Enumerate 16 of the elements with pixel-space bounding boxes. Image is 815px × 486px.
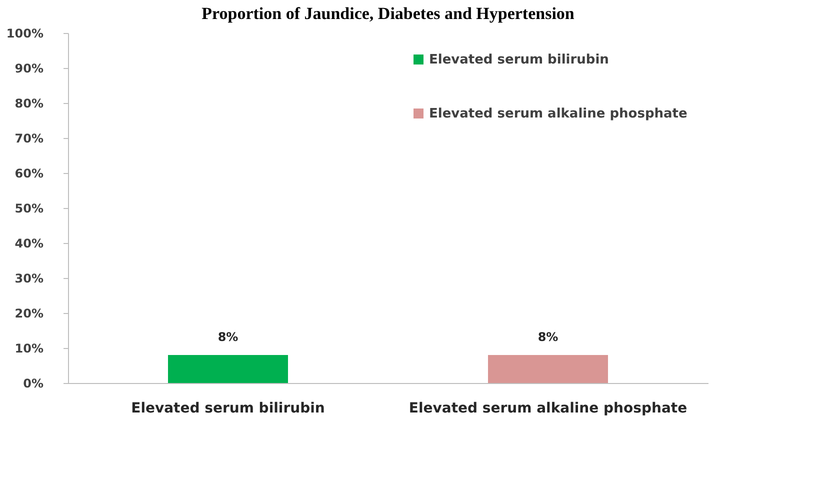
data-label: 8% xyxy=(218,330,238,344)
y-tick-label: 70% xyxy=(14,132,44,146)
y-tick-label: 50% xyxy=(14,202,44,216)
legend-label: Elevated serum bilirubin xyxy=(429,52,609,68)
y-tick-label: 100% xyxy=(6,26,44,40)
y-tick-label: 0% xyxy=(23,376,44,390)
chart-title: Proportion of Jaundice, Diabetes and Hypertension xyxy=(202,4,575,23)
y-tick-label: 10% xyxy=(14,342,44,356)
y-tick-label: 40% xyxy=(14,236,44,250)
y-tick-label: 60% xyxy=(14,166,44,180)
y-tick-label: 20% xyxy=(14,306,44,320)
y-tick-label: 80% xyxy=(14,96,44,110)
data-label: 8% xyxy=(538,330,558,344)
y-tick-label: 30% xyxy=(14,272,44,286)
legend-label: Elevated serum alkaline phosphate xyxy=(429,106,688,122)
y-tick-label: 90% xyxy=(14,62,44,76)
